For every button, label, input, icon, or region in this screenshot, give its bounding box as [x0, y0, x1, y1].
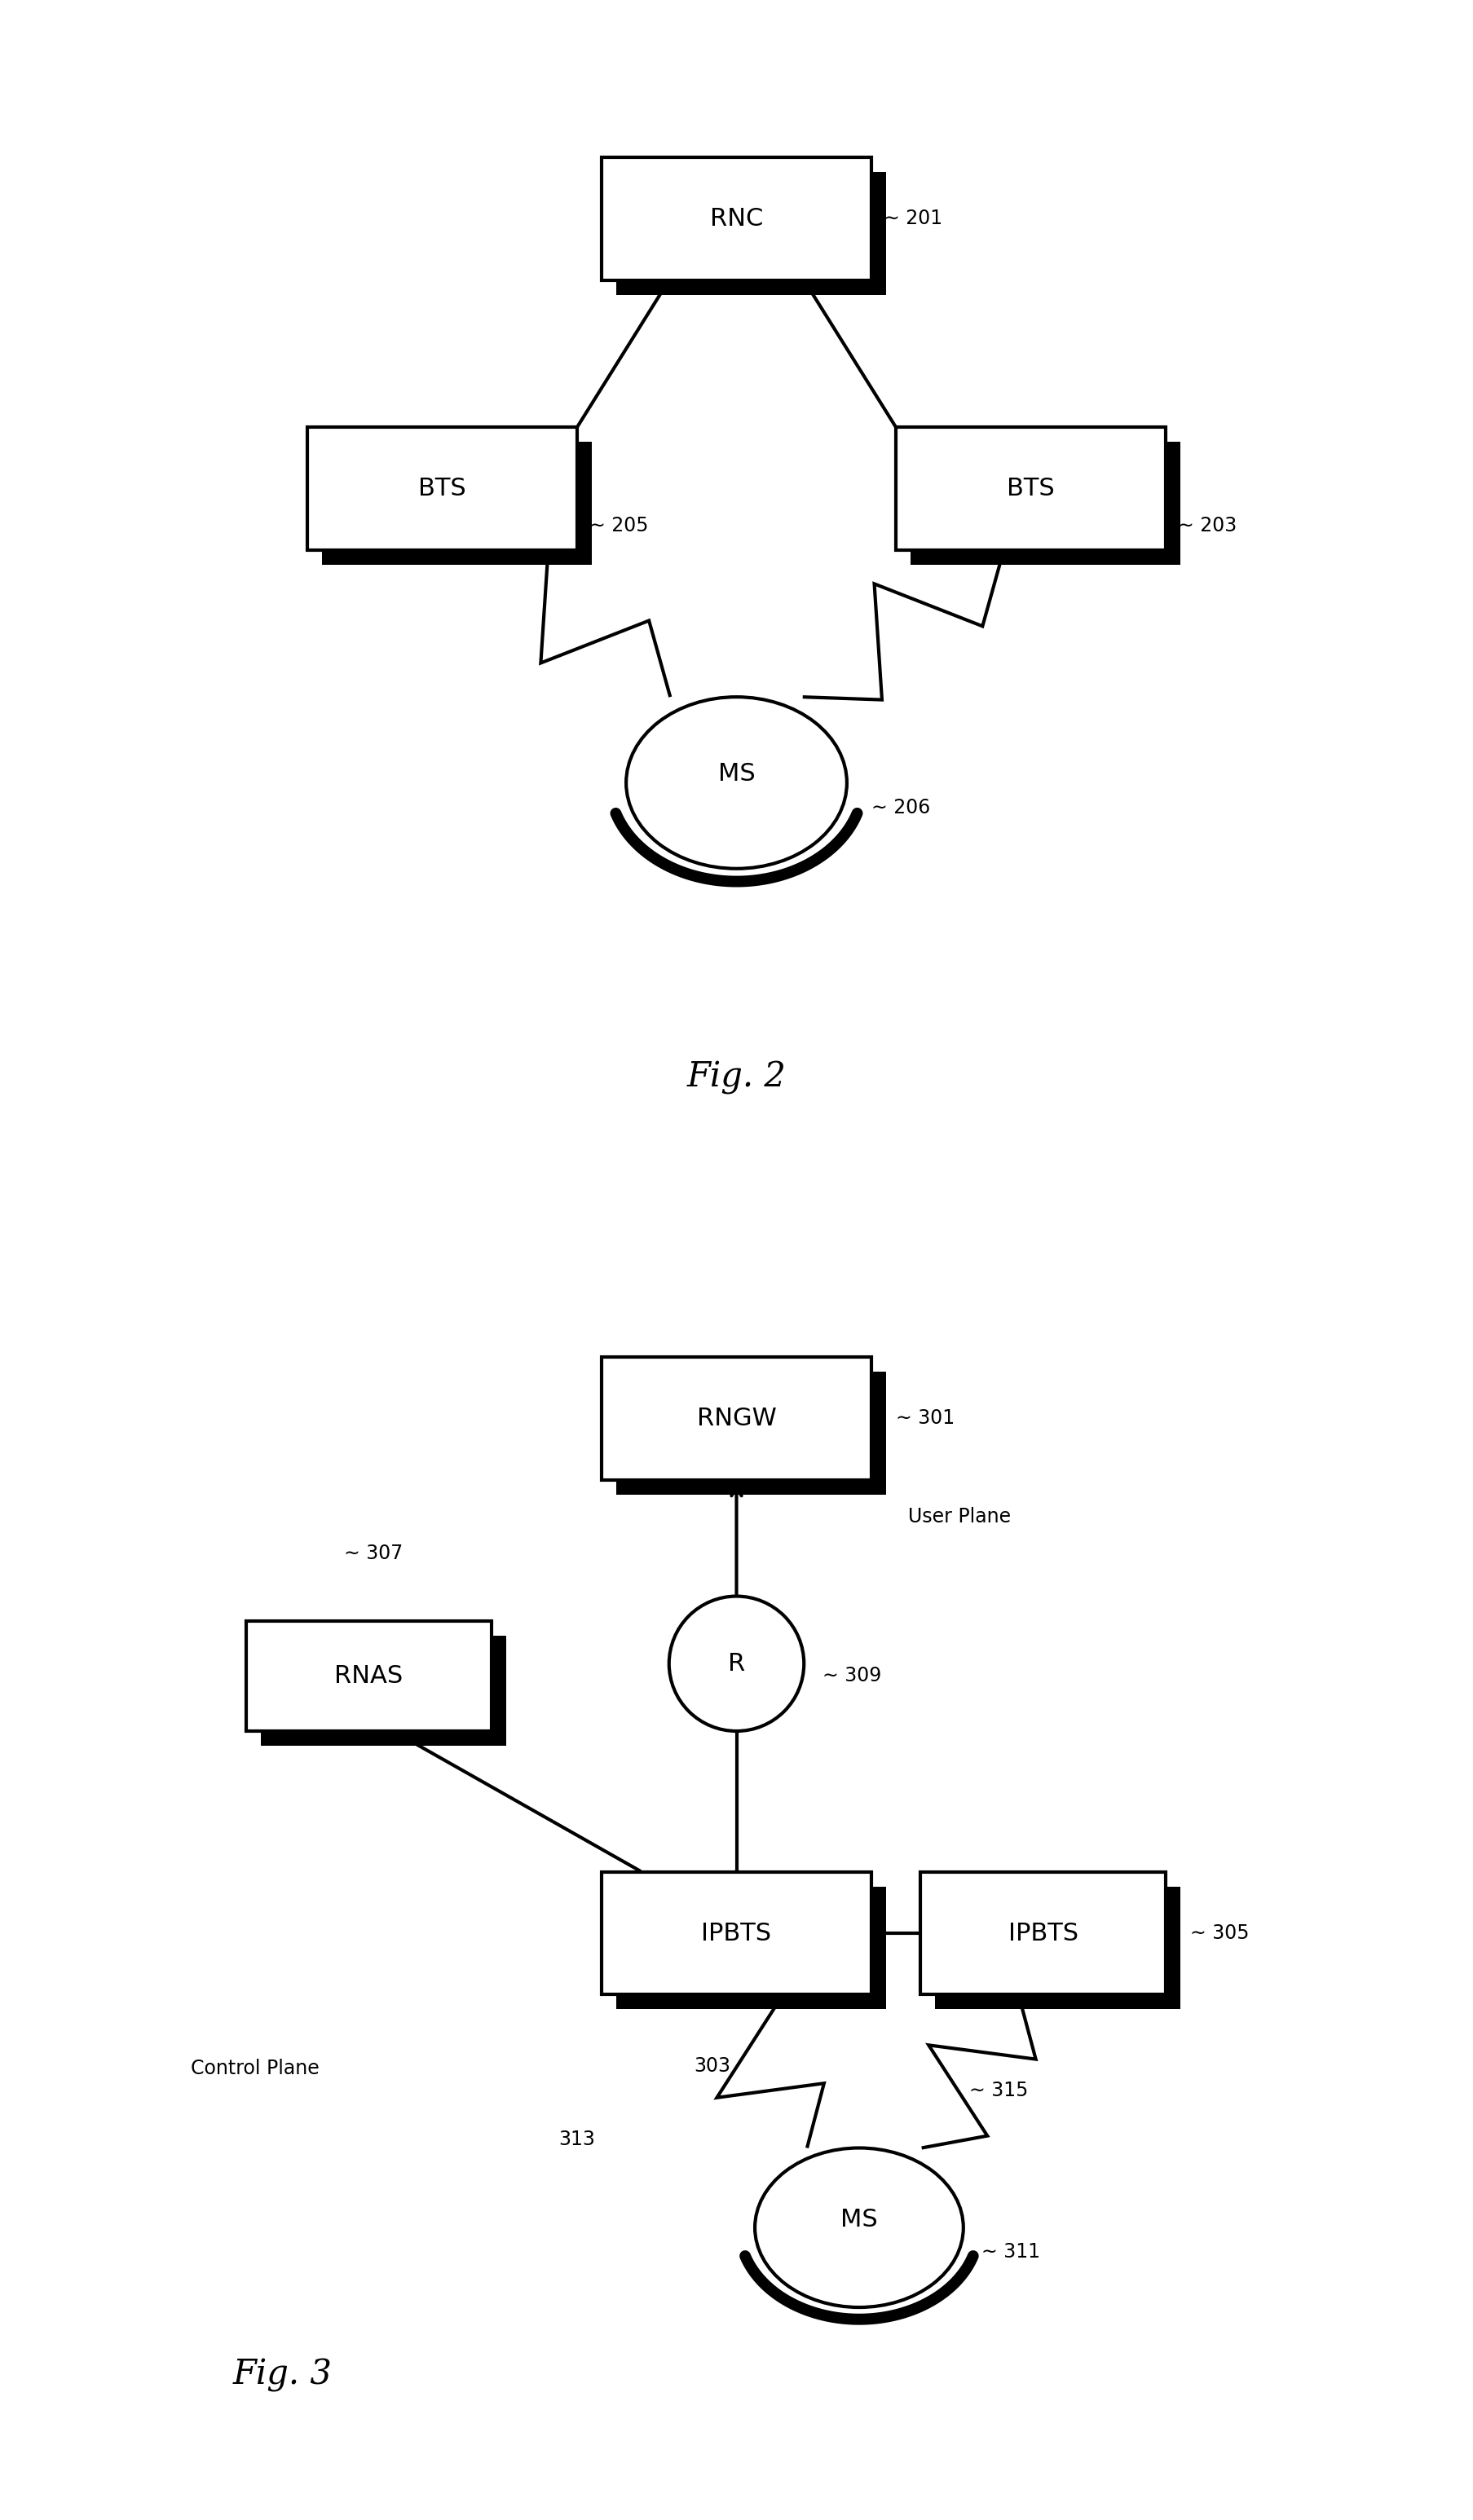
Text: IPBTS: IPBTS [701, 1923, 772, 1945]
Text: BTS: BTS [418, 476, 465, 501]
Text: ∼ 307: ∼ 307 [345, 1545, 404, 1562]
Text: 313: 313 [558, 2129, 595, 2150]
Text: ∼ 206: ∼ 206 [872, 796, 931, 816]
Text: ∼ 311: ∼ 311 [982, 2243, 1040, 2263]
Text: R: R [728, 1651, 745, 1676]
Bar [601, 1872, 872, 1996]
Bar [616, 1887, 887, 2008]
Bar [616, 1371, 887, 1494]
Text: Fig. 3: Fig. 3 [233, 2359, 333, 2391]
Text: ∼ 309: ∼ 309 [822, 1666, 881, 1686]
Text: BTS: BTS [1008, 476, 1055, 501]
Text: ∼ 305: ∼ 305 [1190, 1923, 1249, 1943]
Ellipse shape [754, 2147, 963, 2308]
Text: RNGW: RNGW [697, 1406, 776, 1431]
Text: ∼ 301: ∼ 301 [896, 1409, 955, 1429]
Bar [246, 1620, 491, 1731]
Bar [308, 428, 577, 549]
Bar [323, 441, 592, 564]
Text: 303: 303 [694, 2056, 731, 2076]
Text: ∼ 201: ∼ 201 [884, 209, 943, 229]
Text: ∼ 205: ∼ 205 [589, 517, 648, 534]
Ellipse shape [626, 698, 847, 869]
Bar [616, 171, 887, 295]
Circle shape [669, 1595, 804, 1731]
Text: ∼ 315: ∼ 315 [969, 2082, 1028, 2099]
Text: MS: MS [717, 764, 756, 786]
Text: RNAS: RNAS [334, 1663, 404, 1688]
Text: MS: MS [841, 2208, 878, 2233]
Text: Control Plane: Control Plane [191, 2059, 320, 2079]
Bar [601, 1358, 872, 1479]
Bar [921, 1872, 1165, 1996]
Text: IPBTS: IPBTS [1008, 1923, 1078, 1945]
Text: RNC: RNC [710, 207, 763, 232]
Bar [910, 441, 1180, 564]
Bar [896, 428, 1165, 549]
Text: User Plane: User Plane [909, 1507, 1010, 1527]
Text: Fig. 2: Fig. 2 [686, 1061, 787, 1094]
Bar [601, 159, 872, 280]
Bar [935, 1887, 1180, 2008]
Bar [261, 1635, 505, 1746]
Text: ∼ 203: ∼ 203 [1178, 517, 1237, 534]
